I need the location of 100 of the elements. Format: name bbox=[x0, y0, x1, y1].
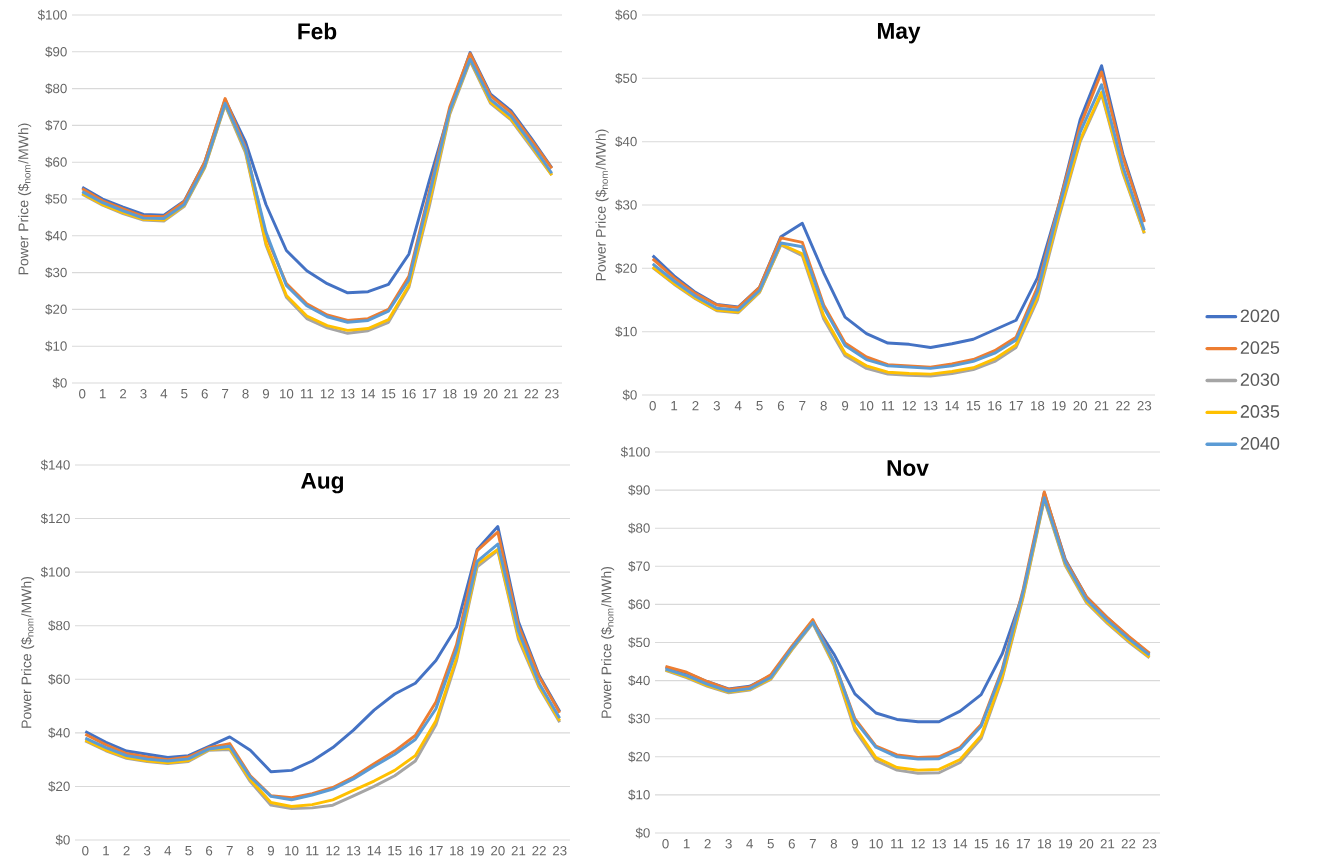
x-tick-label: 9 bbox=[267, 846, 275, 856]
x-tick-label: 11 bbox=[881, 401, 895, 411]
x-tick-label: 2 bbox=[120, 389, 127, 399]
x-tick-label: 17 bbox=[1009, 401, 1023, 411]
y-tick-label: $50 bbox=[628, 637, 650, 648]
x-tick-label: 21 bbox=[511, 846, 526, 856]
x-tick-label: 22 bbox=[524, 389, 539, 399]
y-tick-label: $40 bbox=[45, 230, 67, 242]
y-tick-label: $90 bbox=[45, 46, 67, 58]
y-tick-label: $30 bbox=[628, 713, 650, 725]
y-tick-label: $80 bbox=[628, 522, 650, 534]
x-tick-label: 13 bbox=[932, 839, 946, 849]
x-tick-label: 19 bbox=[470, 846, 484, 856]
x-tick-label: 10 bbox=[285, 846, 299, 856]
x-tick-label: 1 bbox=[103, 846, 110, 856]
x-tick-label: 5 bbox=[756, 401, 763, 411]
y-tick-label: $90 bbox=[628, 484, 650, 496]
y-tick-label: $60 bbox=[628, 599, 650, 610]
x-tick-label: 23 bbox=[552, 846, 567, 856]
x-tick-label: 8 bbox=[242, 389, 249, 399]
legend-label: 2030 bbox=[1240, 373, 1280, 386]
x-tick-label: 14 bbox=[367, 846, 382, 856]
y-tick-label: $80 bbox=[48, 620, 70, 632]
x-tick-label: 17 bbox=[1016, 839, 1030, 849]
x-tick-label: 3 bbox=[140, 389, 147, 399]
chart-title: Nov bbox=[887, 460, 929, 476]
x-tick-label: 0 bbox=[82, 846, 89, 856]
y-tick-label: $100 bbox=[620, 446, 650, 458]
legend-label: 2040 bbox=[1240, 437, 1280, 450]
y-tick-label: $30 bbox=[45, 267, 67, 278]
x-tick-label: 13 bbox=[347, 846, 361, 856]
x-tick-label: 18 bbox=[1037, 839, 1052, 849]
y-tick-label: $60 bbox=[45, 156, 67, 168]
x-tick-label: 3 bbox=[713, 401, 720, 411]
x-tick-label: 22 bbox=[1116, 401, 1130, 411]
x-tick-label: 20 bbox=[483, 389, 498, 399]
x-tick-label: 23 bbox=[545, 389, 559, 399]
x-tick-label: 4 bbox=[746, 839, 754, 849]
y-tick-label: $30 bbox=[615, 199, 637, 211]
x-tick-label: 22 bbox=[532, 846, 546, 856]
x-tick-label: 0 bbox=[649, 401, 656, 411]
x-tick-label: 12 bbox=[326, 846, 340, 856]
x-tick-label: 16 bbox=[988, 401, 1002, 411]
x-tick-label: 14 bbox=[953, 839, 968, 849]
y-axis-title: Power Price ($$_{nom}$/MWh) bbox=[595, 129, 609, 281]
x-tick-label: 12 bbox=[911, 839, 925, 849]
x-tick-label: 23 bbox=[1137, 401, 1152, 411]
x-tick-label: 6 bbox=[201, 389, 208, 399]
y-tick-label: $140 bbox=[40, 459, 70, 471]
x-tick-label: 13 bbox=[341, 389, 355, 399]
x-tick-label: 20 bbox=[1079, 839, 1094, 849]
x-tick-label: 4 bbox=[164, 846, 172, 856]
x-tick-label: 10 bbox=[279, 389, 294, 399]
y-tick-label: $80 bbox=[45, 83, 67, 94]
y-tick-label: $100 bbox=[40, 566, 70, 578]
x-tick-label: 8 bbox=[820, 401, 827, 411]
y-tick-label: $40 bbox=[615, 136, 637, 148]
y-tick-label: $70 bbox=[628, 560, 650, 572]
x-tick-label: 22 bbox=[1121, 839, 1136, 849]
x-tick-label: 16 bbox=[408, 846, 423, 856]
x-tick-label: 2 bbox=[123, 846, 130, 856]
x-tick-label: 3 bbox=[725, 839, 732, 849]
y-axis-title: Power Price ($$_{nom}$/MWh) bbox=[20, 577, 35, 728]
x-tick-label: 7 bbox=[809, 839, 816, 849]
x-tick-label: 15 bbox=[382, 389, 396, 399]
y-tick-label: $40 bbox=[628, 675, 650, 686]
chart-title: Aug bbox=[301, 472, 344, 494]
x-tick-label: 10 bbox=[860, 401, 874, 411]
x-tick-label: 7 bbox=[799, 401, 806, 411]
x-tick-label: 11 bbox=[891, 839, 904, 849]
x-tick-label: 6 bbox=[777, 401, 785, 411]
x-tick-label: 9 bbox=[262, 389, 270, 399]
y-tick-label: $120 bbox=[40, 513, 70, 524]
x-tick-label: 12 bbox=[902, 401, 916, 411]
x-tick-label: 15 bbox=[388, 846, 402, 856]
x-tick-label: 23 bbox=[1142, 839, 1157, 849]
x-tick-label: 18 bbox=[450, 846, 464, 856]
y-axis-title: Power Price ($$_{nom}$/MWh) bbox=[600, 567, 615, 718]
y-tick-label: $70 bbox=[45, 120, 67, 131]
x-tick-label: 20 bbox=[1073, 401, 1088, 411]
x-tick-label: 19 bbox=[1058, 839, 1073, 849]
y-tick-label: $50 bbox=[45, 193, 67, 205]
x-tick-label: 16 bbox=[995, 839, 1010, 849]
y-tick-label: $60 bbox=[48, 673, 70, 685]
x-tick-label: 0 bbox=[79, 389, 86, 399]
y-tick-label: $10 bbox=[628, 789, 650, 801]
legend-label: 2035 bbox=[1240, 405, 1280, 418]
x-tick-label: 21 bbox=[504, 389, 518, 399]
x-tick-label: 0 bbox=[662, 839, 669, 849]
y-tick-label: $0 bbox=[622, 389, 637, 401]
x-tick-label: 11 bbox=[306, 846, 319, 856]
x-tick-label: 13 bbox=[924, 401, 938, 411]
y-tick-label: $0 bbox=[55, 834, 70, 846]
x-tick-label: 6 bbox=[206, 846, 213, 856]
y-tick-label: $100 bbox=[37, 9, 67, 21]
x-tick-label: 17 bbox=[429, 846, 443, 856]
x-tick-label: 1 bbox=[671, 401, 678, 411]
x-tick-label: 4 bbox=[734, 401, 742, 411]
y-tick-label: $50 bbox=[615, 72, 637, 84]
x-tick-label: 6 bbox=[788, 839, 795, 849]
